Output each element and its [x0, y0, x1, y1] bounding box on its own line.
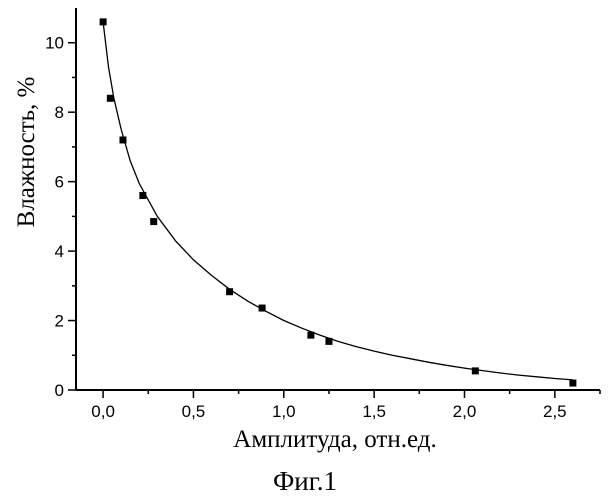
data-point: [307, 332, 314, 339]
data-point: [100, 18, 107, 25]
x-tick-label: 0,0: [91, 402, 115, 421]
axes: [76, 8, 600, 390]
x-ticks: 0,0 0,5 1,0 1,5 2,0 2,5: [91, 390, 600, 421]
x-axis-label: Амплитуда, отн.ед.: [233, 426, 436, 453]
data-point: [119, 136, 126, 143]
data-point: [325, 338, 332, 345]
x-tick-label: 2,5: [543, 402, 567, 421]
data-points: [100, 18, 577, 386]
y-tick-label: 2: [55, 312, 64, 331]
data-point: [107, 95, 114, 102]
x-tick-label: 1,5: [362, 402, 386, 421]
figure-caption: Фиг.1: [273, 466, 337, 496]
x-tick-label: 0,5: [182, 402, 206, 421]
y-axis-label: Влажность, %: [13, 77, 40, 228]
y-tick-label: 6: [55, 173, 64, 192]
x-tick-label: 2,0: [453, 402, 477, 421]
y-tick-label: 10: [45, 34, 64, 53]
data-point: [150, 218, 157, 225]
data-point: [259, 305, 266, 312]
fit-curve: [103, 22, 573, 380]
y-tick-label: 0: [55, 381, 64, 400]
data-point: [472, 367, 479, 374]
data-point: [139, 192, 146, 199]
y-tick-label: 4: [55, 242, 64, 261]
data-point: [569, 380, 576, 387]
y-ticks: 0 2 4 6 8 10: [45, 34, 76, 400]
x-tick-label: 1,0: [272, 402, 296, 421]
data-point: [226, 288, 233, 295]
y-tick-label: 8: [55, 103, 64, 122]
